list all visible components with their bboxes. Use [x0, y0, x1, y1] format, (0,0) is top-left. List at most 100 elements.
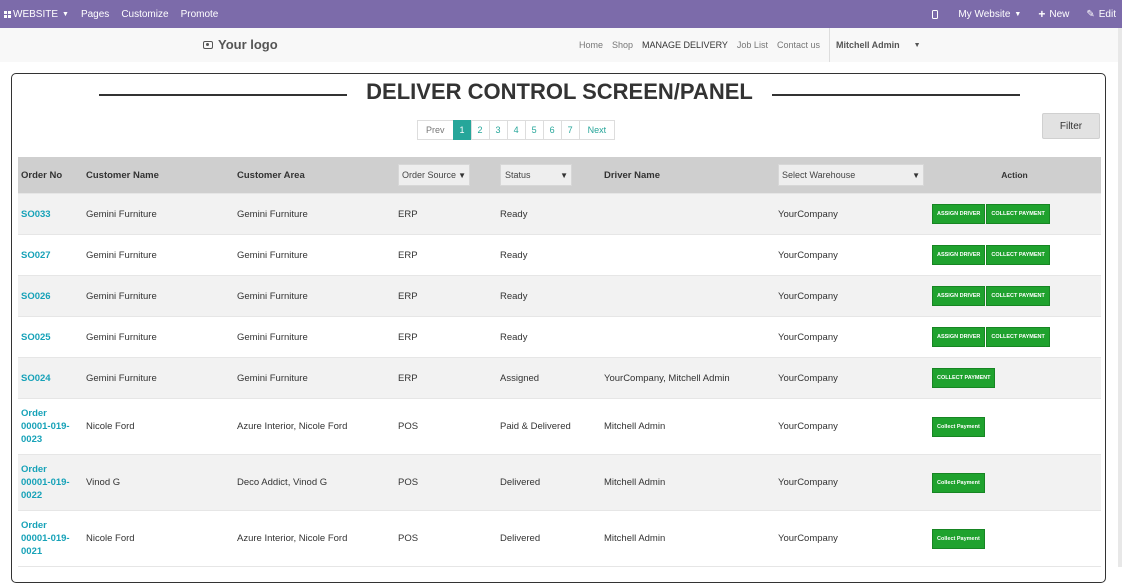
table-row: Order 00001-019- 0023 Nicole Ford Azure In… [18, 399, 1101, 455]
assign-driver-button[interactable]: ASSIGN DRIVER [932, 204, 986, 224]
table-row: SO033 Gemini Furniture Gemini Furniture … [18, 194, 1101, 235]
warehouse: YourCompany [778, 249, 838, 261]
delivery-table: Order No Customer Name Customer Area Ord… [18, 157, 1101, 567]
my-website-menu[interactable]: My Website ▼ [958, 9, 1021, 20]
order-status: Ready [500, 208, 528, 220]
menu-item-manage-delivery[interactable]: MANAGE DELIVERY [642, 40, 728, 50]
customer-area: Gemini Furniture [237, 290, 308, 302]
status-select[interactable]: Status ▼ [500, 164, 572, 186]
collect-payment-button[interactable]: COLLECT PAYMENT [986, 204, 1050, 224]
order-link[interactable]: SO026 [21, 290, 51, 302]
order-source: POS [398, 477, 419, 488]
mobile-icon [932, 9, 939, 19]
table-row: Order 00001-019- 0022 Vinod G Deco Addict,… [18, 455, 1101, 511]
order-source: POS [398, 533, 419, 544]
pagination-page-2[interactable]: 2 [470, 120, 490, 140]
action-cell: ASSIGN DRIVER COLLECT PAYMENT [932, 194, 1050, 234]
collect-payment-button[interactable]: COLLECT PAYMENT [932, 368, 996, 388]
order-source: ERP [398, 249, 418, 261]
mobile-preview-button[interactable] [932, 9, 939, 19]
table-row: SO026 Gemini Furniture Gemini Furniture … [18, 276, 1101, 317]
order-status: Ready [500, 331, 528, 343]
order-source-cell: Order Source ▼ [398, 157, 470, 193]
collect-payment-button[interactable]: Collect Payment [932, 528, 985, 549]
customer-name: Gemini Furniture [86, 290, 157, 302]
order-link[interactable]: SO033 [21, 208, 51, 220]
user-name: Mitchell Admin [835, 40, 900, 50]
pagination-page-5[interactable]: 5 [524, 120, 544, 140]
menu-item-shop[interactable]: Shop [612, 40, 634, 50]
pagination-page-7[interactable]: 7 [560, 120, 580, 140]
page-scrollbar[interactable] [1118, 28, 1122, 567]
pages-menu[interactable]: Pages [80, 8, 110, 20]
customer-name: Nicole Ford [86, 533, 135, 544]
new-button[interactable]: + New [1038, 7, 1069, 21]
driver-name: YourCompany, Mitchell Admin [604, 372, 730, 384]
caret-down-icon: ▼ [1014, 10, 1022, 18]
order-link[interactable]: Order 00001-019- 0023 [21, 408, 70, 445]
edit-button[interactable]: ✎ Edit [1086, 9, 1116, 20]
customer-area: Gemini Furniture [237, 372, 308, 384]
assign-driver-button[interactable]: ASSIGN DRIVER [932, 327, 986, 347]
menu-item-home[interactable]: Home [579, 40, 604, 50]
page-title: DELIVER CONTROL SCREEN/PANEL [366, 79, 753, 104]
collect-payment-button[interactable]: COLLECT PAYMENT [986, 286, 1050, 306]
pagination-page-1[interactable]: 1 [452, 120, 472, 140]
new-label: New [1049, 8, 1070, 20]
collect-payment-button[interactable]: COLLECT PAYMENT [986, 327, 1050, 347]
my-website-label: My Website [958, 8, 1011, 20]
pagination-page-6[interactable]: 6 [542, 120, 562, 140]
customer-name: Vinod G [86, 477, 121, 488]
customer-name: Gemini Furniture [86, 208, 157, 220]
order-link[interactable]: SO025 [21, 331, 51, 343]
edit-label: Edit [1098, 8, 1116, 20]
order-source-select[interactable]: Order Source ▼ [398, 164, 470, 186]
order-status: Paid & Delivered [500, 421, 571, 432]
action-cell: ASSIGN DRIVER COLLECT PAYMENT [932, 317, 1050, 357]
logo-text: Your logo [218, 37, 278, 52]
action-cell: Collect Payment [932, 455, 985, 510]
main-menu: Home Shop MANAGE DELIVERY Job List Conta… [579, 28, 930, 62]
collect-payment-button[interactable]: COLLECT PAYMENT [986, 245, 1050, 265]
order-link[interactable]: SO027 [21, 249, 51, 261]
pagination-page-3[interactable]: 3 [488, 120, 508, 140]
header-customer-name: Customer Name [86, 169, 159, 181]
warehouse-select[interactable]: Select Warehouse ▼ [778, 164, 924, 186]
pagination-page-4[interactable]: 4 [506, 120, 526, 140]
collect-payment-button[interactable]: Collect Payment [932, 416, 985, 437]
menu-item-job-list[interactable]: Job List [736, 40, 768, 50]
action-cell: ASSIGN DRIVER COLLECT PAYMENT [932, 235, 1050, 275]
customer-area: Azure Interior, Nicole Ford [237, 421, 348, 432]
user-menu[interactable]: Mitchell Admin ▼ [828, 28, 930, 62]
order-status: Delivered [500, 533, 541, 544]
customer-name: Nicole Ford [86, 421, 135, 432]
promote-menu[interactable]: Promote [180, 8, 219, 20]
assign-driver-button[interactable]: ASSIGN DRIVER [932, 286, 986, 306]
order-link[interactable]: Order 00001-019- 0022 [21, 464, 70, 501]
pagination-prev[interactable]: Prev [417, 120, 454, 140]
order-source: ERP [398, 290, 418, 302]
driver-name: Mitchell Admin [604, 477, 666, 488]
customer-name: Gemini Furniture [86, 372, 157, 384]
collect-payment-button[interactable]: Collect Payment [932, 472, 985, 493]
order-status: Delivered [500, 477, 541, 488]
customize-menu[interactable]: Customize [121, 8, 169, 20]
website-menu[interactable]: WEBSITE ▼ [4, 9, 69, 20]
menu-item-contact-us[interactable]: Contact us [776, 40, 820, 50]
order-status: Ready [500, 290, 528, 302]
customer-area: Gemini Furniture [237, 331, 308, 343]
site-logo[interactable]: Your logo [203, 37, 278, 52]
dropdown-arrow-icon: ▼ [560, 170, 568, 180]
header-driver-name: Driver Name [604, 169, 660, 181]
order-link[interactable]: Order 00001-019- 0021 [21, 520, 70, 557]
assign-driver-button[interactable]: ASSIGN DRIVER [932, 245, 986, 265]
title-rule-left [99, 94, 347, 96]
order-link[interactable]: SO024 [21, 372, 51, 384]
pagination-next[interactable]: Next [578, 120, 616, 140]
title-rule-right [772, 94, 1020, 96]
order-source: ERP [398, 331, 418, 343]
warehouse: YourCompany [778, 331, 838, 343]
filter-button[interactable]: Filter [1042, 113, 1100, 139]
apps-grid-icon [4, 10, 11, 18]
customer-area: Gemini Furniture [237, 249, 308, 261]
